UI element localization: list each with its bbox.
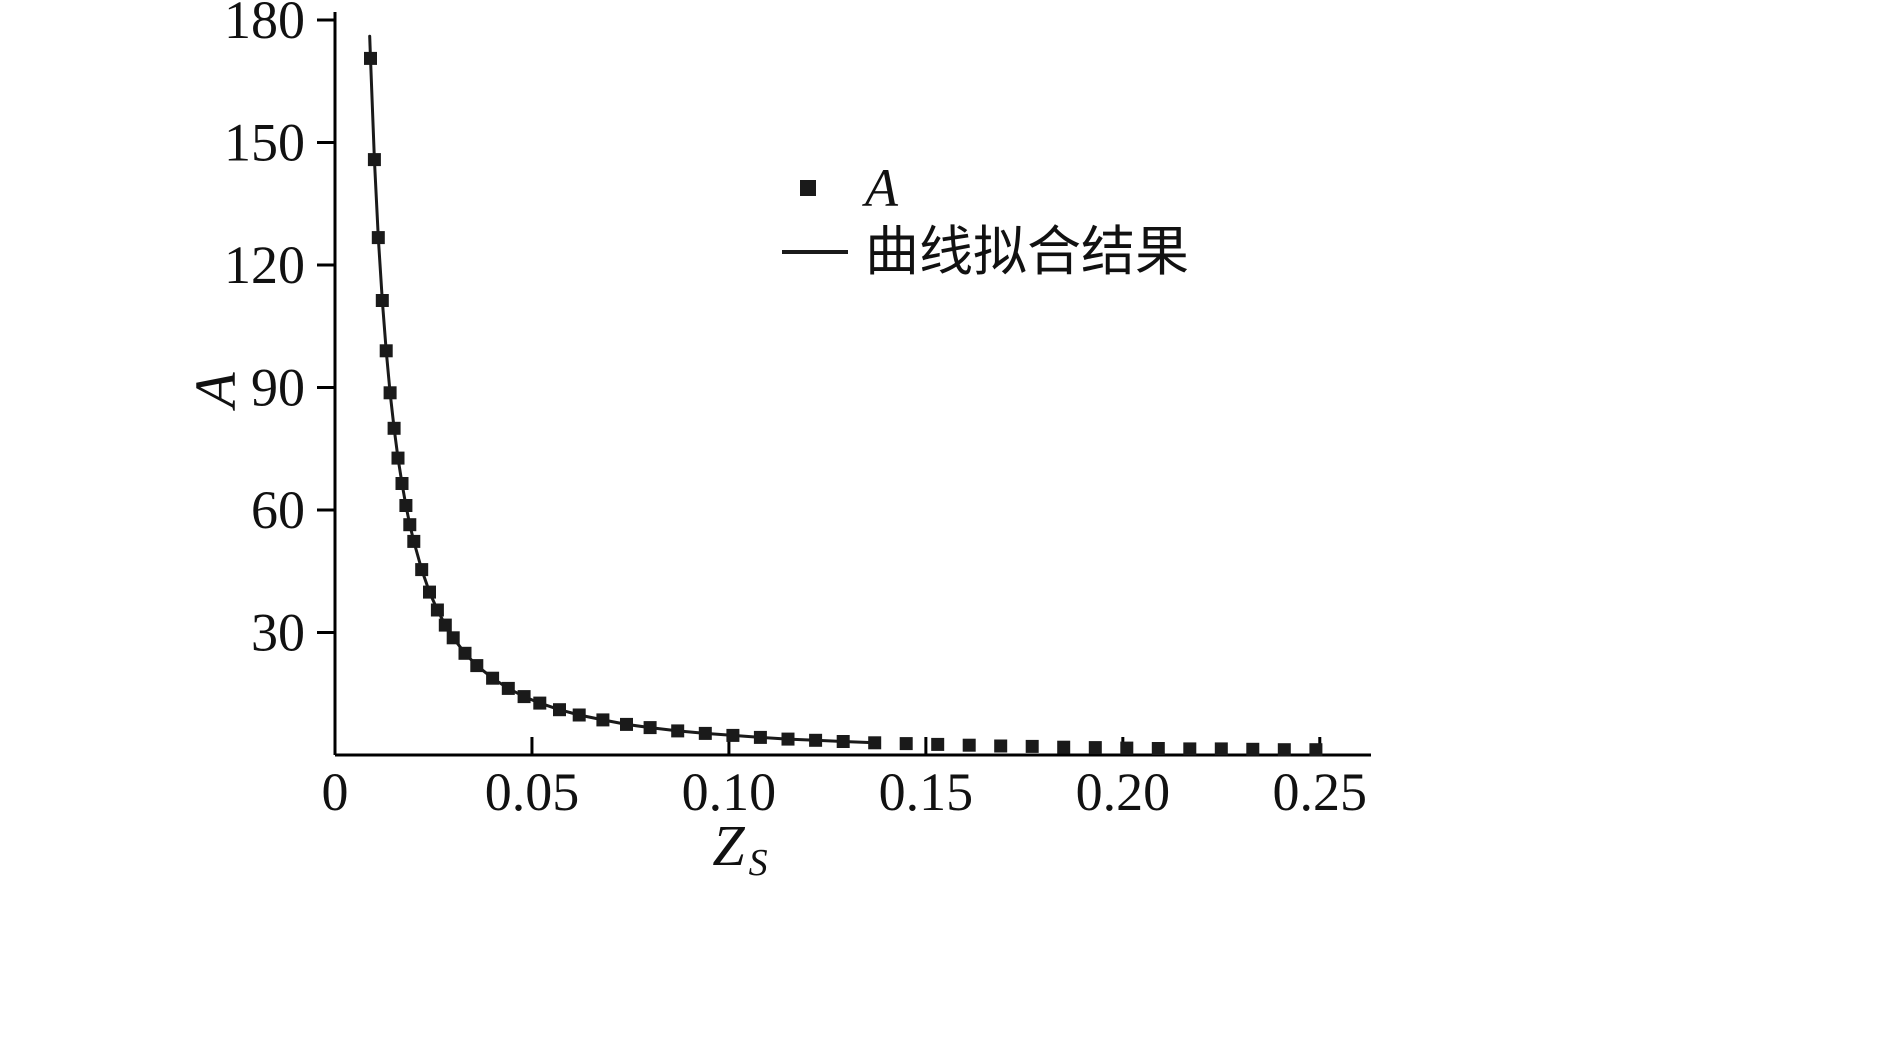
y-tick-label: 30 bbox=[251, 603, 305, 663]
y-tick-label: 60 bbox=[251, 480, 305, 540]
data-point-marker bbox=[753, 730, 767, 744]
data-point-marker bbox=[517, 690, 531, 704]
x-tick-label: 0.05 bbox=[485, 762, 580, 822]
y-axis-ticks: 30 60 90 120 150 180 bbox=[224, 0, 335, 663]
data-point-marker bbox=[1025, 739, 1039, 753]
x-axis-title-sub: S bbox=[749, 842, 768, 884]
data-point-marker bbox=[399, 499, 413, 512]
data-point-marker bbox=[1151, 742, 1165, 755]
x-axis-title: Z S bbox=[712, 813, 767, 884]
data-point-marker bbox=[391, 451, 405, 465]
legend-label-fit-curve: 曲线拟合结果 bbox=[865, 222, 1189, 282]
data-point-marker bbox=[994, 739, 1008, 753]
data-point-marker bbox=[415, 563, 429, 577]
legend: A 曲线拟合结果 bbox=[782, 158, 1189, 282]
x-tick-label: 0.20 bbox=[1076, 762, 1171, 822]
y-tick-label: 150 bbox=[224, 113, 305, 173]
data-point-marker bbox=[1214, 742, 1228, 756]
data-point-marker bbox=[962, 738, 976, 752]
data-point-marker bbox=[407, 534, 421, 548]
data-point-marker bbox=[403, 518, 417, 532]
data-point-marker bbox=[1057, 740, 1071, 754]
data-point-marker bbox=[1183, 742, 1197, 756]
data-point-marker bbox=[931, 737, 945, 751]
data-point-marker bbox=[371, 231, 385, 245]
data-point-marker bbox=[375, 294, 389, 307]
data-point-marker bbox=[1120, 741, 1134, 755]
data-point-marker bbox=[1088, 741, 1102, 755]
x-axis-title-main: Z bbox=[712, 813, 745, 878]
x-tick-label: 0.15 bbox=[879, 762, 974, 822]
data-point-marker bbox=[364, 51, 377, 65]
data-point-marker bbox=[698, 726, 712, 740]
fit-curve bbox=[368, 34, 877, 745]
plot-area bbox=[364, 34, 1323, 757]
data-point-marker bbox=[438, 618, 452, 632]
y-tick-label: 120 bbox=[224, 235, 305, 295]
data-point-marker bbox=[726, 728, 740, 742]
data-point-marker bbox=[596, 713, 610, 727]
legend-label-series-a: A bbox=[862, 158, 899, 218]
y-tick-label: 180 bbox=[224, 0, 305, 50]
data-point-marker bbox=[367, 153, 381, 167]
data-point-marker bbox=[501, 681, 515, 695]
data-point-marker bbox=[809, 733, 823, 747]
y-tick-label: 90 bbox=[251, 358, 305, 418]
data-point-marker bbox=[430, 603, 444, 617]
data-point-marker bbox=[486, 671, 500, 685]
data-point-marker bbox=[671, 724, 685, 738]
data-point-marker bbox=[383, 386, 397, 400]
data-point-marker bbox=[533, 696, 547, 710]
data-point-marker bbox=[446, 631, 460, 645]
data-point-marker bbox=[379, 344, 393, 358]
origin-tick-label: 0 bbox=[322, 762, 349, 822]
data-point-marker bbox=[470, 659, 484, 673]
data-point-marker bbox=[899, 737, 913, 751]
data-point-marker bbox=[836, 735, 850, 748]
x-tick-label: 0.10 bbox=[682, 762, 777, 822]
data-point-marker bbox=[395, 477, 409, 490]
data-point-marker bbox=[620, 717, 633, 731]
data-point-marker bbox=[387, 421, 401, 435]
data-point-marker bbox=[1309, 743, 1323, 757]
data-point-marker bbox=[643, 721, 657, 735]
data-point-marker bbox=[458, 646, 472, 660]
x-axis-ticks: 0.05 0.10 0.15 0.20 0.25 bbox=[485, 737, 1367, 822]
y-axis-title: A bbox=[183, 372, 248, 412]
data-point-marker bbox=[1277, 743, 1291, 757]
data-point-marker bbox=[423, 585, 436, 599]
x-tick-label: 0.25 bbox=[1273, 762, 1368, 822]
data-point-marker bbox=[572, 708, 586, 722]
data-point-marker bbox=[1246, 742, 1260, 756]
data-point-marker bbox=[781, 732, 795, 746]
data-point-marker bbox=[868, 736, 882, 750]
data-point-marker bbox=[553, 703, 566, 717]
legend-marker-swatch bbox=[800, 180, 816, 196]
